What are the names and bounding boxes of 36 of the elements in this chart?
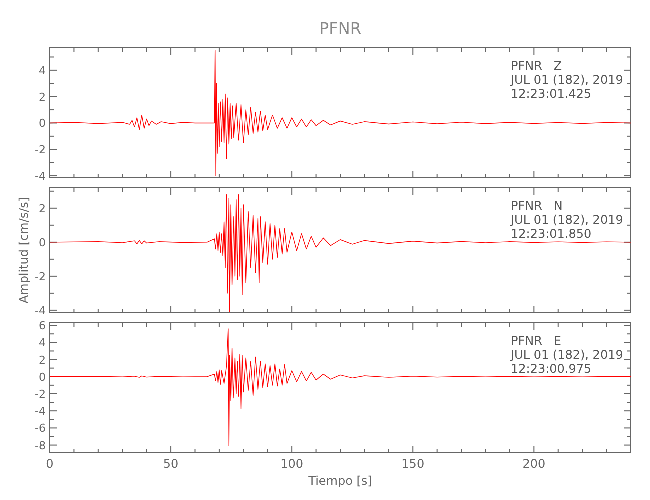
y-tick-label: 6: [39, 320, 46, 333]
annotation: 12:23:01.850: [511, 227, 592, 241]
y-tick-label: 0: [39, 236, 46, 250]
x-tick-label: 50: [163, 457, 179, 471]
y-tick-label: -8: [35, 439, 46, 452]
y-tick-label: 4: [39, 336, 46, 350]
y-tick-label: 2: [39, 354, 46, 367]
y-tick-label: -4: [35, 304, 46, 318]
annotation: PFNR E: [511, 334, 562, 348]
annotation: JUL 01 (182), 2019: [510, 348, 624, 362]
chart-title: PFNR: [320, 19, 362, 38]
y-tick-label: -2: [35, 144, 46, 157]
x-tick-label: 100: [280, 457, 304, 471]
annotation: 12:23:01.425: [511, 87, 592, 101]
y-tick-label: 2: [39, 90, 46, 104]
annotation: JUL 01 (182), 2019: [510, 73, 624, 87]
x-tick-label: 150: [402, 457, 425, 471]
y-tick-label: -4: [35, 405, 46, 418]
y-tick-label: -4: [35, 170, 46, 184]
y-axis-title: Amplitud [cm/s/s]: [17, 197, 31, 304]
line-series: [50, 194, 632, 312]
annotation: PFNR N: [511, 199, 563, 213]
y-tick-label: -2: [35, 270, 46, 284]
annotation: 12:23:00.975: [511, 362, 592, 376]
x-axis-title: Tiempo [s]: [308, 474, 372, 488]
line-series: [50, 50, 632, 176]
y-tick-label: -6: [35, 422, 46, 436]
y-tick-label: 4: [39, 64, 46, 78]
annotation: JUL 01 (182), 2019: [510, 213, 624, 227]
y-tick-label: -2: [35, 388, 46, 401]
y-tick-label: 0: [39, 117, 46, 130]
annotation: PFNR Z: [511, 59, 562, 73]
x-tick-label: 200: [522, 457, 546, 471]
line-series: [50, 328, 632, 447]
y-tick-label: 2: [39, 202, 46, 216]
y-tick-label: 0: [39, 370, 46, 384]
